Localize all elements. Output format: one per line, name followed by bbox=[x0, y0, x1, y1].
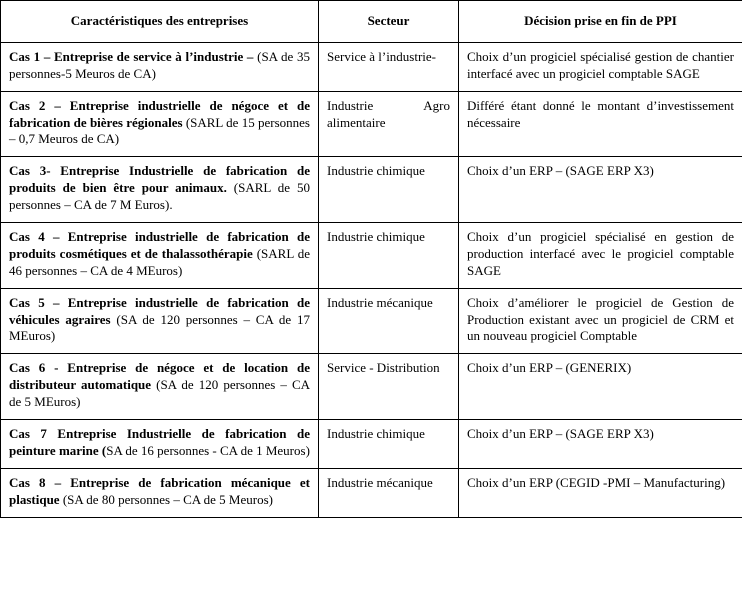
decision-cell: Choix d’un ERP – (SAGE ERP X3) bbox=[459, 157, 742, 223]
decision-cell: Choix d’améliorer le progiciel de Gestio… bbox=[459, 288, 742, 354]
case-detail: SA de 16 personnes - CA de 1 Meuros) bbox=[106, 443, 310, 458]
sector-cell: Industrie chimique bbox=[319, 420, 459, 469]
table-row: Cas 6 - Entreprise de négoce et de locat… bbox=[1, 354, 742, 420]
case-label: Cas 1 – Entreprise de service à l’indust… bbox=[9, 49, 253, 64]
sector-cell: Industrie chimique bbox=[319, 223, 459, 289]
case-detail: (SA de 80 personnes – CA de 5 Meuros) bbox=[60, 492, 273, 507]
table-row: Cas 7 Entreprise Industrielle de fabrica… bbox=[1, 420, 742, 469]
decision-cell: Choix d’un progiciel spécialisé gestion … bbox=[459, 42, 742, 91]
characteristics-cell: Cas 5 – Entreprise industrielle de fabri… bbox=[1, 288, 319, 354]
sector-cell: Industrie chimique bbox=[319, 157, 459, 223]
enterprise-table: Caractéristiques des entreprises Secteur… bbox=[0, 0, 742, 518]
characteristics-cell: Cas 3- Entreprise Industrielle de fabric… bbox=[1, 157, 319, 223]
header-sector: Secteur bbox=[319, 1, 459, 43]
sector-cell: Service à l’industrie- bbox=[319, 42, 459, 91]
table-row: Cas 3- Entreprise Industrielle de fabric… bbox=[1, 157, 742, 223]
sector-line1: Industrie Agro bbox=[327, 98, 450, 115]
header-characteristics: Caractéristiques des entreprises bbox=[1, 1, 319, 43]
table-row: Cas 2 – Entreprise industrielle de négoc… bbox=[1, 91, 742, 157]
sector-cell: Industrie mécanique bbox=[319, 288, 459, 354]
decision-cell: Choix d’un ERP (CEGID -PMI – Manufacturi… bbox=[459, 468, 742, 517]
header-row: Caractéristiques des entreprises Secteur… bbox=[1, 1, 742, 43]
decision-cell: Différé étant donné le montant d’investi… bbox=[459, 91, 742, 157]
decision-cell: Choix d’un progiciel spécialisé en gesti… bbox=[459, 223, 742, 289]
page: Caractéristiques des entreprises Secteur… bbox=[0, 0, 742, 518]
table-row: Cas 8 – Entreprise de fabrication mécani… bbox=[1, 468, 742, 517]
characteristics-cell: Cas 1 – Entreprise de service à l’indust… bbox=[1, 42, 319, 91]
table-row: Cas 5 – Entreprise industrielle de fabri… bbox=[1, 288, 742, 354]
characteristics-cell: Cas 4 – Entreprise industrielle de fabri… bbox=[1, 223, 319, 289]
decision-cell: Choix d’un ERP – (SAGE ERP X3) bbox=[459, 420, 742, 469]
sector-cell: Service - Distribution bbox=[319, 354, 459, 420]
sector-word-agro: Agro bbox=[423, 98, 450, 115]
sector-cell: Industrie Agro alimentaire bbox=[319, 91, 459, 157]
characteristics-cell: Cas 6 - Entreprise de négoce et de locat… bbox=[1, 354, 319, 420]
decision-cell: Choix d’un ERP – (GENERIX) bbox=[459, 354, 742, 420]
sector-word-industrie: Industrie bbox=[327, 98, 373, 115]
characteristics-cell: Cas 8 – Entreprise de fabrication mécani… bbox=[1, 468, 319, 517]
characteristics-cell: Cas 2 – Entreprise industrielle de négoc… bbox=[1, 91, 319, 157]
characteristics-cell: Cas 7 Entreprise Industrielle de fabrica… bbox=[1, 420, 319, 469]
header-decision: Décision prise en fin de PPI bbox=[459, 1, 742, 43]
sector-line2: alimentaire bbox=[327, 115, 450, 132]
sector-cell: Industrie mécanique bbox=[319, 468, 459, 517]
table-row: Cas 1 – Entreprise de service à l’indust… bbox=[1, 42, 742, 91]
table-row: Cas 4 – Entreprise industrielle de fabri… bbox=[1, 223, 742, 289]
